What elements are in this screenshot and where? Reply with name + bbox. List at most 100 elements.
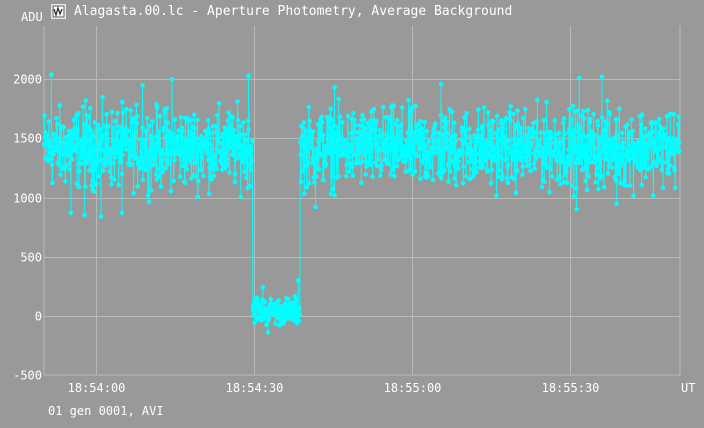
data-point [615, 171, 621, 177]
data-point [541, 117, 547, 123]
data-point [507, 110, 512, 115]
data-point [246, 127, 251, 132]
data-point [334, 144, 340, 149]
data-point [112, 177, 117, 182]
data-point [504, 115, 509, 121]
data-point [268, 296, 274, 302]
data-point [589, 141, 595, 146]
data-point [172, 117, 178, 122]
data-point [462, 115, 468, 120]
data-point [434, 136, 440, 142]
data-point [122, 130, 127, 136]
data-point [189, 176, 194, 181]
data-point [246, 73, 251, 78]
data-point [100, 148, 106, 153]
data-point [567, 106, 572, 112]
data-point [421, 136, 426, 141]
data-point [188, 117, 194, 123]
data-point [529, 140, 534, 146]
data-point [178, 115, 184, 120]
data-point [520, 172, 525, 177]
data-point [542, 131, 547, 136]
data-point [119, 125, 124, 130]
data-point [463, 127, 468, 133]
data-point [131, 191, 136, 196]
data-point [175, 137, 180, 142]
data-point [101, 168, 106, 174]
data-point [672, 168, 677, 174]
data-point [301, 120, 307, 125]
data-point [181, 154, 187, 159]
data-point [420, 131, 425, 136]
data-point [473, 143, 478, 148]
data-point [208, 141, 213, 147]
data-point [209, 176, 214, 182]
data-point [392, 173, 397, 179]
data-point [354, 153, 360, 158]
data-point [653, 120, 659, 125]
data-point [419, 126, 425, 131]
data-point [574, 160, 579, 166]
data-point [676, 114, 682, 119]
data-point [416, 142, 422, 148]
data-point [443, 115, 448, 120]
data-point [614, 201, 619, 206]
data-point [407, 111, 413, 117]
data-point [567, 126, 572, 132]
data-point [242, 132, 248, 137]
x-axis-label: UT [681, 381, 695, 395]
data-point [360, 112, 365, 118]
data-point [615, 133, 620, 138]
data-point [440, 171, 445, 176]
data-point [384, 149, 389, 155]
data-point [572, 129, 578, 134]
data-point [82, 213, 87, 218]
data-point [630, 128, 635, 134]
data-point [672, 185, 678, 191]
data-point [230, 145, 236, 151]
data-point [231, 127, 237, 133]
data-point [154, 177, 160, 182]
data-point [214, 112, 220, 118]
data-point [98, 142, 104, 147]
data-point [506, 162, 511, 168]
data-point [605, 171, 611, 176]
data-point [515, 121, 521, 127]
data-point [502, 134, 507, 140]
data-point [641, 162, 647, 167]
data-point [569, 154, 575, 160]
data-point [599, 115, 605, 120]
data-point [480, 123, 485, 129]
data-point [335, 137, 340, 143]
data-point [453, 132, 458, 138]
data-point [321, 132, 326, 138]
data-point [562, 131, 567, 137]
data-point [309, 136, 315, 141]
data-point [139, 158, 144, 164]
data-point [258, 301, 263, 307]
data-point [148, 188, 154, 193]
data-point [582, 166, 587, 171]
data-point [140, 125, 145, 130]
data-point [125, 128, 131, 133]
data-point [134, 102, 139, 108]
data-point [176, 133, 182, 139]
data-point [136, 155, 142, 161]
data-point [217, 135, 222, 140]
footer-status: 01 gen 0001, AVI [48, 404, 164, 418]
data-point [238, 194, 244, 200]
data-point [487, 127, 493, 132]
data-point [596, 186, 601, 192]
data-point [549, 132, 554, 138]
data-point [147, 123, 152, 128]
data-point [208, 130, 213, 136]
data-point [284, 315, 290, 321]
lightcurve-app-icon[interactable] [51, 4, 66, 19]
data-point [301, 144, 306, 149]
data-point [494, 113, 500, 119]
data-point [75, 128, 80, 133]
data-point [235, 118, 241, 123]
data-point [164, 106, 170, 111]
data-point [229, 132, 234, 138]
data-point [378, 167, 384, 173]
